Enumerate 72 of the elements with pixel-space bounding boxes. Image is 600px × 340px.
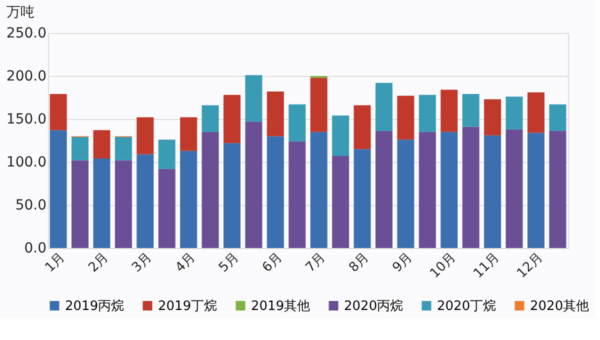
x-tick-label: 2月	[86, 250, 112, 276]
bar	[93, 158, 110, 248]
bar	[354, 105, 371, 150]
y-tick-label: 150.0	[6, 112, 46, 128]
legend-label: 2020其他	[530, 298, 590, 314]
bar	[245, 75, 262, 122]
y-tick-label: 250.0	[6, 26, 46, 42]
bar	[527, 132, 544, 248]
bar	[310, 132, 328, 248]
bar	[332, 156, 350, 248]
bar	[506, 129, 523, 248]
legend-label: 2019丁烷	[158, 298, 218, 314]
bar	[180, 150, 198, 248]
bar	[50, 94, 67, 130]
legend-label: 2020丁烷	[437, 298, 496, 314]
x-tick-label: 7月	[303, 250, 329, 276]
x-tick-label: 3月	[129, 250, 156, 276]
bar	[549, 131, 566, 248]
x-tick-label: 5月	[216, 250, 242, 276]
x-tick-label: 4月	[172, 250, 198, 276]
x-tick-label: 10月	[428, 250, 460, 282]
bar	[202, 105, 219, 132]
x-tick-label: 6月	[260, 250, 286, 276]
legend-label: 2020丙烷	[344, 298, 404, 314]
bar	[484, 135, 502, 248]
bar	[202, 132, 219, 248]
bar	[72, 137, 89, 160]
y-tick-label: 200.0	[6, 68, 46, 84]
bar	[114, 160, 132, 248]
bar	[180, 117, 198, 151]
bar	[549, 104, 566, 132]
bar	[266, 91, 284, 136]
y-tick-label: 0.0	[24, 240, 46, 256]
bar	[462, 94, 480, 127]
bar	[288, 141, 306, 248]
bar	[484, 99, 502, 136]
x-tick-label: 12月	[514, 250, 546, 282]
y-tick-label: 100.0	[6, 154, 46, 170]
bar	[158, 140, 176, 169]
x-tick-label: 11月	[470, 250, 502, 282]
x-tick-label: 8月	[346, 250, 372, 276]
bar	[418, 94, 436, 132]
bar	[224, 143, 241, 248]
bar	[462, 126, 480, 248]
bar	[50, 130, 67, 248]
bar	[506, 96, 523, 130]
bar	[397, 140, 414, 248]
bar	[440, 90, 458, 132]
bar	[72, 160, 89, 248]
bar	[245, 122, 262, 248]
legend-label: 2019丙烷	[65, 298, 124, 314]
bar	[114, 137, 132, 160]
bar	[375, 82, 392, 132]
bar	[354, 149, 371, 248]
bar	[158, 168, 176, 248]
y-tick-label: 50.0	[15, 198, 46, 214]
bar	[136, 117, 154, 154]
legend-label: 2019其他	[251, 298, 310, 314]
bar	[527, 92, 544, 133]
bar	[93, 130, 110, 159]
bar	[375, 131, 392, 248]
bar	[440, 132, 458, 248]
bar	[332, 116, 350, 156]
bar	[418, 132, 436, 248]
y-axis-title: 万吨	[6, 4, 34, 20]
bar	[397, 96, 414, 140]
bar	[266, 136, 284, 248]
bar	[288, 104, 306, 142]
bar	[136, 154, 154, 248]
x-tick-label: 9月	[390, 250, 416, 276]
bar	[224, 94, 241, 144]
bar	[310, 78, 328, 132]
